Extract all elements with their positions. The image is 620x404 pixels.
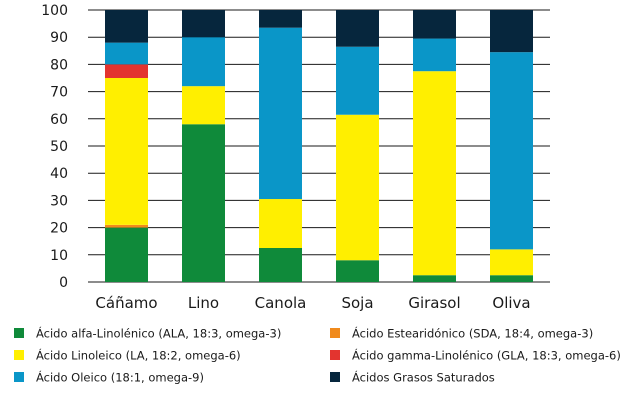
bar-segment <box>413 38 456 72</box>
legend-item: Ácido Linoleico (LA, 18:2, omega-6) <box>14 348 241 363</box>
bar-segment <box>182 124 225 283</box>
bar-segment <box>259 248 302 282</box>
legend-label: Ácido alfa-Linolénico (ALA, 18:3, omega-… <box>36 326 281 341</box>
legend-swatch <box>330 350 340 360</box>
x-tick-label: Girasol <box>408 294 460 312</box>
legend-swatch <box>330 328 340 338</box>
legend-swatch <box>14 350 24 360</box>
bar-segment <box>336 10 379 47</box>
x-axis-ticks: Cáñamo Lino Canola Soja Girasol Oliva <box>95 294 530 312</box>
y-tick-label: 20 <box>50 221 68 237</box>
bar-segment <box>105 10 148 43</box>
bar-segment <box>413 275 456 282</box>
y-tick-label: 0 <box>59 275 68 291</box>
legend-label: Ácido Oleico (18:1, omega-9) <box>36 370 204 385</box>
bar-segment <box>182 37 225 87</box>
legend-swatch <box>14 328 24 338</box>
x-tick-label: Cáñamo <box>95 294 157 312</box>
bar-segment <box>105 42 148 65</box>
bar-segment <box>259 10 302 28</box>
legend: Ácido alfa-Linolénico (ALA, 18:3, omega-… <box>14 326 620 385</box>
bar-segment <box>105 224 148 228</box>
bar-segment <box>336 114 379 261</box>
y-tick-label: 100 <box>41 3 68 19</box>
legend-item: Ácidos Grasos Saturados <box>330 370 495 385</box>
bar-segment <box>259 27 302 200</box>
legend-item: Ácido Oleico (18:1, omega-9) <box>14 370 204 385</box>
bar-segment <box>336 46 379 115</box>
bar-segment <box>413 71 456 276</box>
y-tick-label: 70 <box>50 85 68 101</box>
y-tick-label: 80 <box>50 57 68 73</box>
y-tick-label: 50 <box>50 139 68 155</box>
legend-item: Ácido gamma-Linolénico (GLA, 18:3, omega… <box>330 348 620 363</box>
x-tick-label: Canola <box>255 294 307 312</box>
legend-label: Ácido Linoleico (LA, 18:2, omega-6) <box>36 348 241 363</box>
bar-segment <box>490 52 533 250</box>
x-tick-label: Soja <box>341 294 373 312</box>
bar-segment <box>182 10 225 38</box>
y-tick-label: 10 <box>50 248 68 264</box>
bar-segment <box>105 78 148 225</box>
bar-segment <box>490 275 533 282</box>
legend-item: Ácido alfa-Linolénico (ALA, 18:3, omega-… <box>14 326 281 341</box>
y-axis-ticks: 0 10 20 30 40 50 60 70 80 90 100 <box>41 3 68 291</box>
legend-label: Ácido gamma-Linolénico (GLA, 18:3, omega… <box>352 348 620 363</box>
y-tick-label: 60 <box>50 112 68 128</box>
bar-segment <box>490 249 533 276</box>
x-tick-label: Oliva <box>492 294 530 312</box>
legend-label: Ácidos Grasos Saturados <box>352 370 495 385</box>
bars <box>105 10 533 283</box>
bar-segment <box>336 260 379 282</box>
legend-swatch <box>330 372 340 382</box>
x-tick-label: Lino <box>188 294 219 312</box>
legend-swatch <box>14 372 24 382</box>
bar-segment <box>105 64 148 78</box>
gridlines <box>88 9 550 283</box>
bar-segment <box>105 227 148 282</box>
legend-item: Ácido Estearidónico (SDA, 18:4, omega-3) <box>330 326 593 341</box>
bar-segment <box>413 10 456 39</box>
y-tick-label: 30 <box>50 193 68 209</box>
legend-label: Ácido Estearidónico (SDA, 18:4, omega-3) <box>352 326 593 341</box>
y-tick-label: 90 <box>50 30 68 46</box>
bar-segment <box>490 10 533 53</box>
bar-segment <box>259 199 302 248</box>
y-tick-label: 40 <box>50 166 68 182</box>
bar-segment <box>182 86 225 125</box>
